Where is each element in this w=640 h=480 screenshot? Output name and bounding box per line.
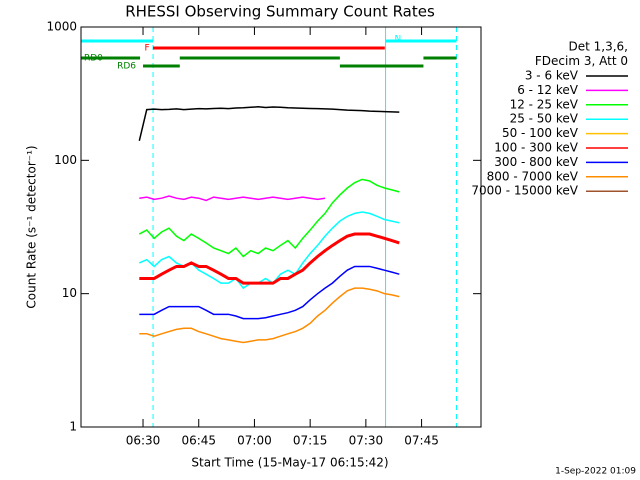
series-line — [139, 232, 400, 285]
series-line — [138, 178, 400, 258]
legend-header: FDecim 3, Att 0 — [535, 54, 628, 68]
plot-frame — [80, 26, 482, 428]
legend-label: 100 - 300 keV — [494, 141, 578, 155]
legend-label: 300 - 800 keV — [494, 155, 578, 169]
legend-label: 7000 - 15000 keV — [471, 184, 578, 198]
x-tick-label: 07:30 — [349, 434, 384, 448]
series-line — [138, 106, 400, 142]
series-line — [139, 265, 400, 320]
flag-label: RD0 — [84, 54, 103, 64]
x-axis-label: Start Time (15-May-17 06:15:42) — [191, 456, 388, 470]
legend-label: 800 - 7000 keV — [487, 169, 579, 183]
y-tick-label: 10 — [62, 286, 77, 300]
footnote: 1-Sep-2022 01:09 — [555, 467, 636, 477]
flag-label: F — [144, 44, 149, 54]
y-axis-label: Count Rate (s⁻¹ detector⁻¹) — [25, 145, 39, 308]
y-tick-label: 100 — [54, 153, 77, 167]
legend-header: Det 1,3,6, — [569, 40, 629, 54]
flag-label: RD6 — [117, 62, 136, 72]
series-line — [139, 195, 326, 202]
legend-label: 3 - 6 keV — [525, 69, 579, 83]
flag-label: N — [395, 35, 402, 45]
legend-label: 50 - 100 keV — [502, 126, 579, 140]
legend-label: 25 - 50 keV — [510, 112, 579, 126]
chart-title: RHESSI Observing Summary Count Rates — [125, 3, 435, 21]
x-tick-label: 07:45 — [404, 434, 439, 448]
x-tick-label: 07:15 — [293, 434, 328, 448]
x-tick-label: 06:45 — [181, 434, 216, 448]
x-tick-label: 06:30 — [126, 434, 161, 448]
x-tick-label: 07:00 — [237, 434, 272, 448]
series-line — [139, 287, 400, 344]
y-tick-label: 1 — [69, 420, 77, 434]
y-tick-label: 1000 — [46, 20, 77, 34]
legend-label: 6 - 12 keV — [517, 83, 579, 97]
legend-label: 12 - 25 keV — [510, 97, 579, 111]
